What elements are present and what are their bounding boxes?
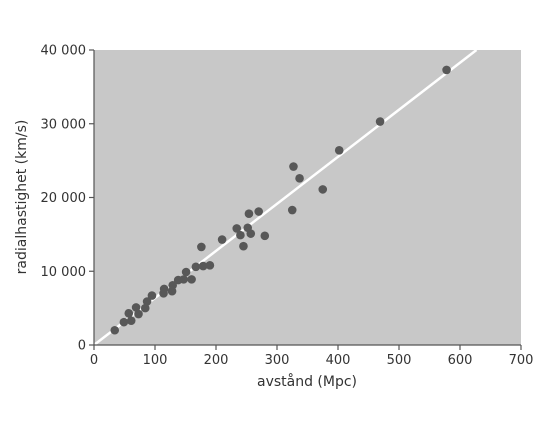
x-axis-title: avstånd (Mpc) [257, 373, 357, 390]
data-point [140, 303, 150, 313]
data-point [110, 325, 120, 335]
data-point [126, 316, 136, 325]
data-points [110, 65, 451, 335]
data-point [147, 291, 157, 300]
data-point [181, 267, 191, 277]
data-point [244, 209, 254, 219]
data-point [318, 185, 328, 194]
x-tick-label: 700 [509, 353, 534, 368]
plot-area [94, 50, 521, 345]
data-point [142, 297, 152, 306]
y-tick-label: 10 000 [41, 265, 87, 280]
data-point [197, 242, 206, 252]
x-tick-label: 300 [265, 353, 290, 368]
data-point [168, 280, 177, 290]
data-point [295, 174, 304, 183]
data-point [205, 261, 215, 270]
data-point [131, 303, 141, 312]
data-point [334, 146, 344, 155]
data-point [260, 231, 270, 241]
x-tick-label: 400 [326, 353, 351, 368]
data-point [289, 162, 298, 171]
data-point [442, 65, 451, 75]
data-point [254, 207, 263, 216]
data-point [119, 317, 129, 327]
y-tick-label: 0 [78, 339, 86, 354]
x-tick-label: 600 [448, 353, 473, 368]
data-point [217, 235, 227, 244]
data-point [246, 229, 256, 238]
y-axis-ticks: 0 10 000 20 000 30 000 40 000 [41, 44, 94, 354]
x-axis-ticks: 0 100 200 300 400 500 600 700 [90, 345, 534, 368]
data-point [287, 205, 297, 215]
data-point [239, 241, 248, 251]
data-point [187, 275, 196, 284]
fit-line-layer [94, 50, 478, 345]
x-tick-label: 100 [143, 353, 168, 368]
data-point [375, 117, 385, 126]
y-tick-label: 40 000 [41, 44, 87, 59]
y-axis-title: radialhastighet (km/s) [14, 120, 30, 275]
data-point [159, 284, 169, 294]
data-point [191, 262, 201, 272]
x-tick-label: 500 [387, 353, 412, 368]
fit-line [94, 50, 478, 345]
x-tick-label: 200 [204, 353, 229, 368]
data-point [124, 308, 134, 318]
data-point [198, 261, 208, 271]
x-tick-label: 0 [90, 353, 98, 368]
y-tick-label: 30 000 [41, 117, 87, 132]
data-point [232, 224, 242, 233]
data-point [236, 230, 245, 240]
y-tick-label: 20 000 [41, 191, 87, 206]
data-point [179, 275, 188, 284]
data-point [134, 309, 143, 319]
